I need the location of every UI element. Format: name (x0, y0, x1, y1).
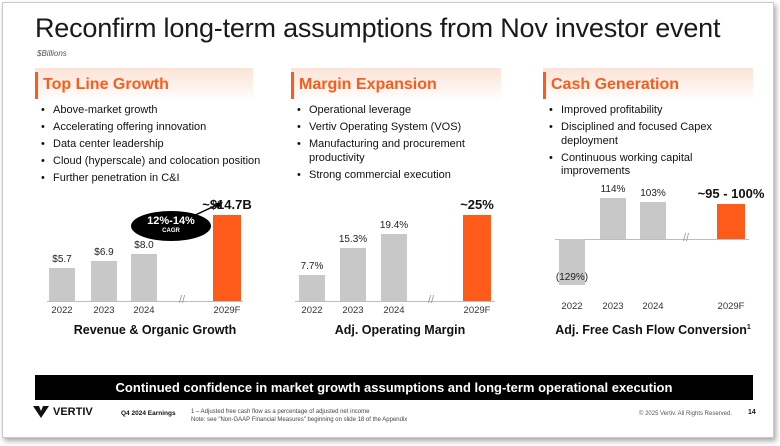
data-label: ~95 - 100% (697, 185, 765, 201)
heading-accent-bar (35, 72, 38, 99)
data-label: ~$14.7B (202, 197, 252, 212)
chart-bar (49, 267, 75, 301)
cagr-badge: 12%-14% CAGR (131, 211, 211, 241)
page-title: Reconfirm long-term assumptions from Nov… (35, 13, 721, 43)
chart-bar (131, 254, 157, 301)
chart-bar (340, 248, 366, 301)
footer-copyright: © 2025 Vertiv. All Rights Reserved. (639, 411, 733, 417)
footnote-2: Note: see "Non-GAAP Financial Measures" … (191, 417, 408, 423)
cagr-label: CAGR (162, 228, 180, 234)
bullet-item: Manufacturing and procurement productivi… (293, 138, 508, 165)
chart-axis (295, 301, 495, 302)
data-label: ~25% (460, 197, 494, 212)
footer-quarter: Q4 2024 Earnings (121, 410, 176, 417)
x-tick-label: 2022 (561, 301, 583, 312)
page-number: 14 (748, 409, 756, 416)
chart-title-fcf: Adj. Free Cash Flow Conversion1 (543, 323, 763, 337)
bullet-item: Vertiv Operating System (VOS) (293, 121, 508, 135)
chart-bar (600, 198, 626, 239)
x-tick-label: 2029F (717, 301, 745, 312)
x-tick-label: 2022 (51, 305, 73, 316)
axis-break-icon: // (428, 294, 435, 306)
axis-break-icon: // (179, 294, 186, 306)
column-heading-cash: Cash Generation (543, 68, 753, 102)
data-label: (129%) (555, 272, 589, 284)
heading-accent-bar (291, 72, 294, 99)
vertiv-logo: VERTIV (33, 406, 93, 418)
bullet-item: Continuous working capital improvements (545, 152, 745, 179)
chart-axis (47, 301, 243, 302)
data-label: 19.4% (379, 220, 409, 232)
chart-title-revenue: Revenue & Organic Growth (73, 323, 237, 337)
bullet-list-cash: Improved profitability Disciplined and f… (545, 104, 745, 182)
x-tick-label: 2024 (642, 301, 664, 312)
bullet-item: Disciplined and focused Capex deployment (545, 121, 745, 148)
data-label: 114% (600, 184, 626, 195)
footer-notes: 1 – Adjusted free cash flow as a percent… (191, 408, 407, 424)
chart-bar (299, 274, 325, 301)
bullet-item: Above-market growth (37, 104, 267, 118)
axis-break-icon: // (683, 232, 690, 244)
column-heading-margin: Margin Expansion (291, 68, 501, 102)
chart-bar (640, 201, 666, 239)
chart-bar (463, 215, 491, 301)
x-tick-label: 2023 (342, 305, 364, 316)
heading-text: Cash Generation (551, 76, 680, 93)
data-label: $8.0 (134, 240, 154, 252)
chart-bar (91, 260, 117, 301)
bullet-item: Strong commercial execution (293, 169, 508, 183)
chart-bar (381, 234, 407, 301)
chart-title-margin: Adj. Operating Margin (334, 323, 466, 337)
data-label: 103% (640, 187, 666, 199)
page-subtitle: $Billions (37, 49, 67, 58)
chart-title-text: Adj. Free Cash Flow Conversion (555, 323, 747, 337)
heading-text: Top Line Growth (43, 76, 169, 93)
footnote-1: 1 – Adjusted free cash flow as a percent… (191, 409, 370, 415)
chart-bar (559, 239, 585, 286)
bullet-item: Improved profitability (545, 104, 745, 118)
bullet-item: Operational leverage (293, 104, 508, 118)
x-tick-label: 2023 (93, 305, 115, 316)
chart-bar (213, 215, 241, 301)
x-tick-label: 2024 (383, 305, 405, 316)
slide: Reconfirm long-term assumptions from Nov… (2, 2, 774, 438)
bullet-item: Accelerating offering innovation (37, 121, 267, 135)
data-label: $5.7 (52, 253, 72, 265)
bullet-list-margin: Operational leverage Vertiv Operating Sy… (293, 104, 508, 186)
chart-bar (717, 203, 745, 239)
bullet-item: Further penetration in C&I (37, 172, 267, 186)
chart-axis (555, 239, 749, 240)
bullet-item: Cloud (hyperscale) and colocation positi… (37, 155, 267, 169)
x-tick-label: 2029F (463, 305, 491, 316)
logo-text: VERTIV (53, 406, 93, 418)
data-label: 15.3% (338, 234, 368, 246)
x-tick-label: 2022 (301, 305, 323, 316)
footnote-marker: 1 (746, 323, 751, 331)
summary-banner: Continued confidence in market growth as… (35, 375, 753, 400)
cagr-arrow-icon (190, 202, 223, 218)
data-label: 7.7% (300, 260, 324, 272)
vertiv-logo-icon (33, 406, 49, 418)
x-tick-label: 2023 (602, 301, 624, 312)
x-tick-label: 2029F (213, 305, 241, 316)
heading-accent-bar (543, 72, 546, 99)
data-label: $6.9 (94, 246, 114, 258)
column-heading-top-line: Top Line Growth (35, 68, 253, 102)
x-tick-label: 2024 (133, 305, 155, 316)
bullet-list-top-line: Above-market growth Accelerating offerin… (37, 104, 267, 189)
heading-text: Margin Expansion (299, 76, 437, 93)
bullet-item: Data center leadership (37, 138, 267, 152)
cagr-value: 12%-14% (147, 215, 195, 227)
